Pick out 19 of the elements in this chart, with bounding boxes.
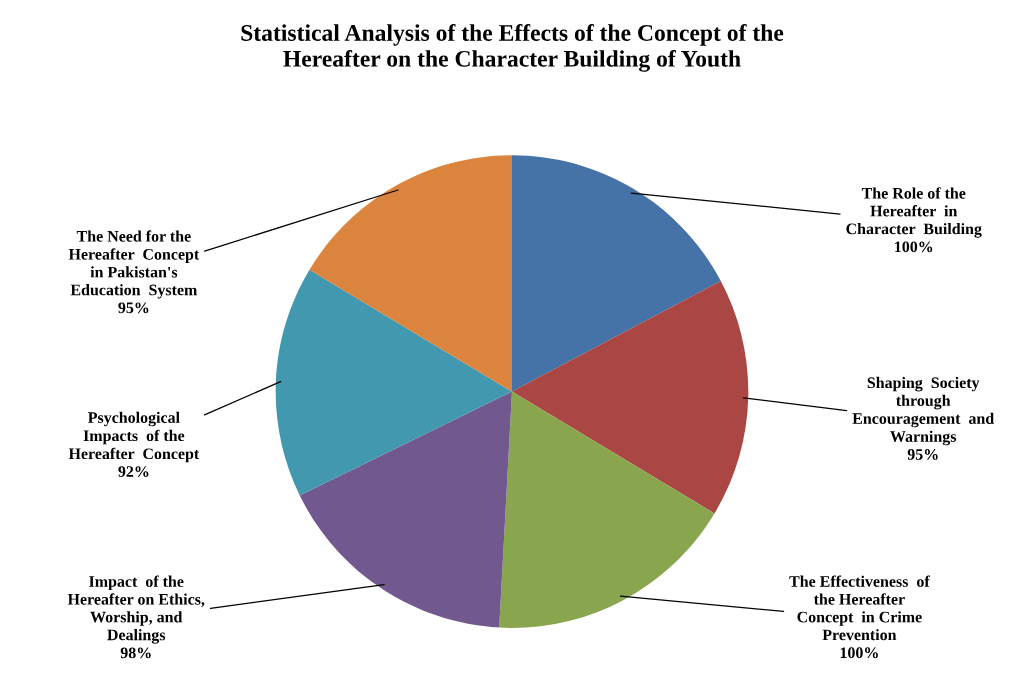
slice-label: Shaping Society through Encouragement and Warnings (852, 376, 995, 446)
pie-slice (512, 155, 721, 392)
slice-label: The Role of the Hereafter in Character Building (846, 187, 982, 238)
data-label: 95% (907, 449, 938, 460)
pie-slice (299, 391, 512, 628)
data-label: 92% (118, 466, 149, 477)
slice-label: Psychological Impacts of the Hereafter Concept (68, 411, 200, 463)
chart-title: Statistical Analysis of the Effects of the Concept of the Hereafter on the Character Building of Youth (241, 24, 784, 72)
data-label: 98% (120, 647, 151, 659)
slice-label: The Need for the Hereafter Concept in Pakistan's Education System (68, 230, 200, 299)
pie-slice (512, 280, 749, 514)
slice-label: Impact of the Hereafter on Ethics, Worship, and Dealings (67, 575, 205, 644)
slice-label: The Effectiveness of the Hereafter Concept in Crime Prevention (789, 575, 930, 641)
pie-slice (309, 155, 512, 392)
data-label: 100% (895, 241, 933, 253)
data-label: 100% (840, 647, 878, 659)
data-label: 95% (118, 302, 149, 314)
pie-slice (275, 269, 512, 496)
pie-slice (499, 391, 715, 628)
